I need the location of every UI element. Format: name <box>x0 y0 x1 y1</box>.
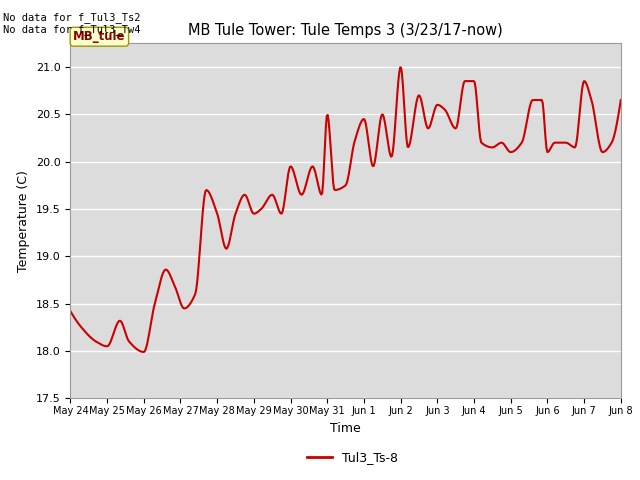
Text: MB_tule: MB_tule <box>73 30 125 43</box>
Title: MB Tule Tower: Tule Temps 3 (3/23/17-now): MB Tule Tower: Tule Temps 3 (3/23/17-now… <box>188 23 503 38</box>
Text: No data for f_Tul3_Tw4: No data for f_Tul3_Tw4 <box>3 24 141 35</box>
Legend: Tul3_Ts-8: Tul3_Ts-8 <box>301 446 403 469</box>
Y-axis label: Temperature (C): Temperature (C) <box>17 170 30 272</box>
X-axis label: Time: Time <box>330 421 361 434</box>
Text: No data for f_Tul3_Ts2: No data for f_Tul3_Ts2 <box>3 12 141 23</box>
